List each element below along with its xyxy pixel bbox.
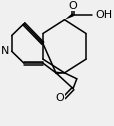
Text: OH: OH [95, 10, 112, 20]
Polygon shape [64, 13, 73, 20]
Polygon shape [55, 71, 64, 74]
Text: N: N [1, 46, 9, 56]
Text: O: O [55, 92, 64, 102]
Text: O: O [68, 1, 77, 11]
